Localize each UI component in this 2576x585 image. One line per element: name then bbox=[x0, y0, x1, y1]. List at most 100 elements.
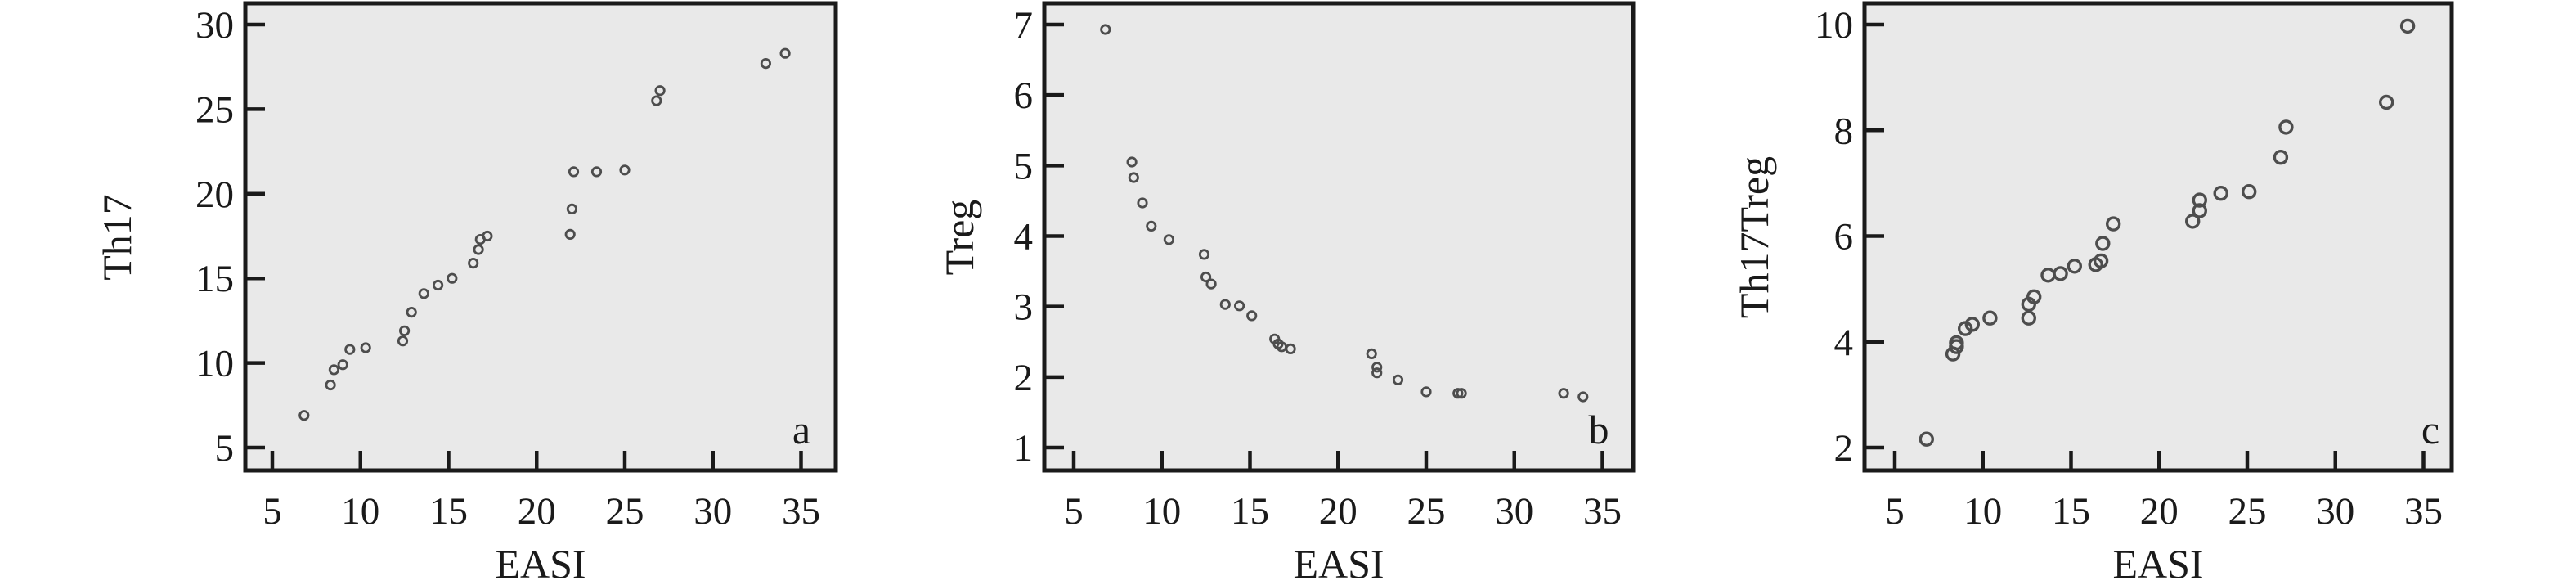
x-tick-label: 35 bbox=[2404, 490, 2443, 533]
data-point bbox=[1200, 271, 1212, 283]
x-tick-label: 15 bbox=[1231, 490, 1269, 533]
x-tick-label: 30 bbox=[2316, 490, 2354, 533]
x-axis-title: EASI bbox=[1293, 541, 1384, 585]
y-tick-label: 25 bbox=[195, 88, 234, 131]
y-tick-label: 2 bbox=[1014, 357, 1034, 399]
y-tick-label: 4 bbox=[1834, 322, 1854, 364]
x-tick-label: 5 bbox=[263, 490, 282, 533]
y-axis-title: Treg bbox=[936, 200, 982, 276]
data-point bbox=[2106, 216, 2121, 232]
x-tick-label: 10 bbox=[1963, 490, 2002, 533]
data-point bbox=[1452, 388, 1464, 399]
x-tick-label: 30 bbox=[1495, 490, 1533, 533]
x-tick-label: 25 bbox=[2228, 490, 2267, 533]
data-point bbox=[344, 344, 356, 355]
data-point bbox=[2379, 94, 2394, 110]
data-point bbox=[2093, 253, 2109, 269]
y-tick-label: 8 bbox=[1834, 110, 1854, 152]
data-point bbox=[1100, 24, 1111, 35]
y-tick-label: 3 bbox=[1014, 286, 1034, 329]
y-axis-title: Th17Treg bbox=[1731, 156, 1777, 318]
panel-a: 5 10 15 20 25 30 35 5 10 15 20 25 30 EASI Th17 a bbox=[0, 0, 859, 585]
y-tick-label: 6 bbox=[1834, 216, 1854, 259]
y-axis-title: Th17 bbox=[94, 194, 140, 281]
data-point bbox=[1558, 388, 1569, 399]
data-point bbox=[1392, 374, 1404, 385]
data-point bbox=[1219, 299, 1231, 310]
data-point bbox=[397, 335, 409, 347]
data-point bbox=[406, 306, 417, 318]
data-point bbox=[1146, 220, 1157, 232]
panel-letter: a bbox=[792, 407, 810, 452]
plot-area bbox=[243, 1, 838, 473]
x-axis-title: EASI bbox=[2112, 541, 2203, 585]
x-tick-label: 30 bbox=[693, 490, 732, 533]
panel-b-svg: 5 10 15 20 25 30 35 1 2 3 4 5 6 7 EASI Treg b bbox=[936, 1, 1636, 585]
data-point bbox=[2185, 214, 2201, 229]
data-point bbox=[298, 410, 310, 421]
y-tick-label: 5 bbox=[1014, 145, 1034, 187]
data-point bbox=[398, 325, 411, 336]
x-tick-label: 25 bbox=[1407, 490, 1446, 533]
data-point bbox=[2026, 289, 2042, 304]
y-tick-label: 20 bbox=[195, 173, 234, 216]
data-point bbox=[566, 203, 578, 214]
x-tick-label: 5 bbox=[1064, 490, 1084, 533]
y-tick-label: 7 bbox=[1014, 4, 1034, 47]
y-tick-label: 10 bbox=[195, 343, 234, 385]
data-point bbox=[447, 272, 458, 284]
data-point bbox=[654, 85, 666, 97]
data-point bbox=[1198, 249, 1210, 260]
panel-a-svg: 5 10 15 20 25 30 35 5 10 15 20 25 30 EASI Th17 a bbox=[94, 1, 838, 585]
x-tick-label: 35 bbox=[1583, 490, 1622, 533]
x-tick-label: 20 bbox=[2140, 490, 2179, 533]
data-point bbox=[1246, 310, 1258, 322]
data-point bbox=[2053, 266, 2068, 281]
x-tick-label: 20 bbox=[1319, 490, 1358, 533]
y-tick-label: 5 bbox=[215, 427, 235, 470]
x-tick-label: 10 bbox=[1142, 490, 1181, 533]
data-point bbox=[1577, 391, 1589, 403]
x-tick-label: 5 bbox=[1885, 490, 1905, 533]
data-point bbox=[418, 288, 429, 299]
data-point bbox=[2242, 183, 2257, 200]
x-tick-label: 15 bbox=[429, 490, 468, 533]
data-point bbox=[482, 230, 493, 242]
data-point bbox=[2192, 203, 2207, 218]
data-point bbox=[2213, 185, 2228, 201]
y-tick-label: 4 bbox=[1014, 216, 1034, 259]
data-point bbox=[564, 228, 576, 240]
x-tick-label: 20 bbox=[518, 490, 556, 533]
data-point bbox=[619, 164, 631, 176]
data-point bbox=[1371, 367, 1383, 379]
data-point bbox=[2067, 259, 2082, 274]
data-point bbox=[1964, 317, 1980, 332]
y-tick-label: 2 bbox=[1834, 427, 1854, 470]
data-point bbox=[1949, 335, 1964, 351]
data-point bbox=[760, 58, 772, 70]
plot-area bbox=[1042, 1, 1636, 473]
data-point bbox=[779, 47, 791, 59]
y-tick-label: 1 bbox=[1014, 427, 1034, 470]
data-point bbox=[2192, 192, 2207, 208]
data-point bbox=[2021, 310, 2036, 326]
data-point bbox=[325, 379, 336, 391]
data-point bbox=[1163, 234, 1174, 245]
data-point bbox=[2095, 236, 2111, 251]
data-point bbox=[473, 244, 484, 255]
y-tick-label: 15 bbox=[195, 258, 234, 300]
data-point bbox=[1919, 431, 1935, 447]
data-point bbox=[1456, 388, 1467, 399]
x-tick-label: 15 bbox=[2052, 490, 2090, 533]
data-point bbox=[337, 359, 348, 371]
panel-b: 5 10 15 20 25 30 35 1 2 3 4 5 6 7 EASI Treg b bbox=[859, 0, 1717, 585]
data-point bbox=[2399, 18, 2416, 34]
data-point bbox=[1126, 156, 1138, 168]
data-point bbox=[360, 342, 371, 353]
data-point bbox=[2273, 149, 2289, 165]
data-point bbox=[1233, 300, 1245, 312]
panel-c-svg: 5 10 15 20 25 30 35 2 4 6 8 10 EASI Th17Treg c bbox=[1731, 1, 2454, 585]
data-point bbox=[432, 279, 444, 291]
data-point bbox=[1420, 386, 1432, 398]
data-point bbox=[651, 95, 662, 106]
